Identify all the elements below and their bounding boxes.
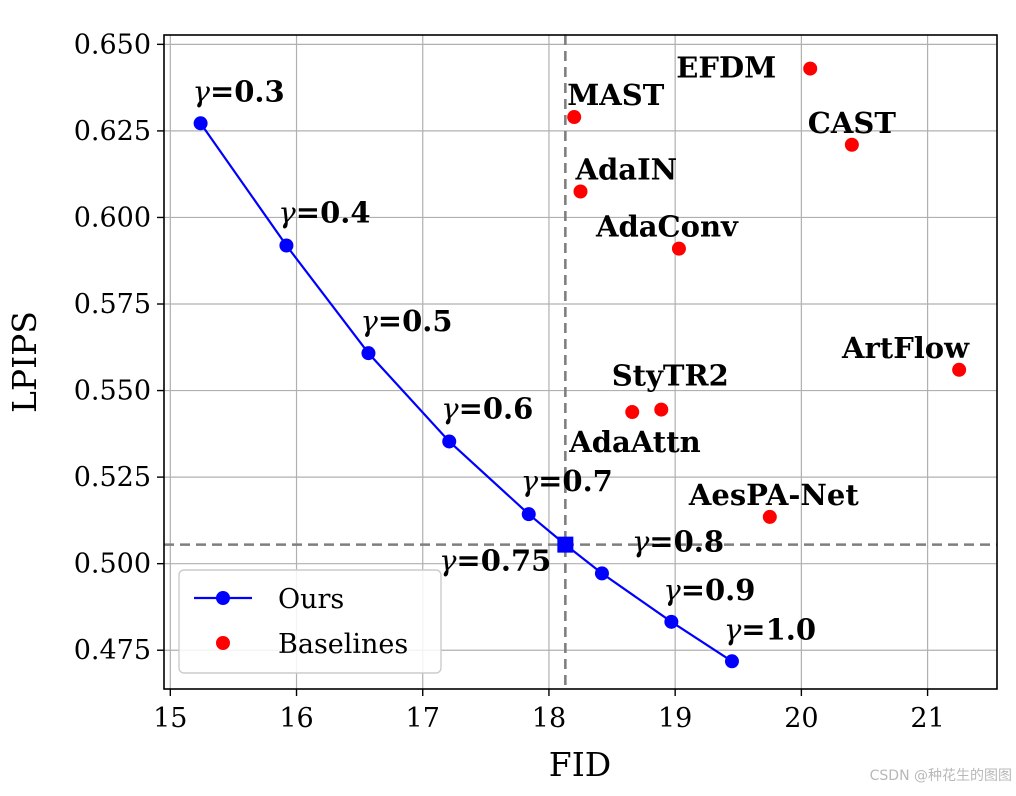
y-axis-ticks: 0.475 0.500 0.525 0.550 0.575 0.600 0.625 0.650 xyxy=(74,29,164,666)
baseline-label: AdaAttn xyxy=(568,425,700,459)
gamma-label: γ=0.9 xyxy=(663,573,755,607)
gamma-symbol: γ xyxy=(278,195,296,229)
x-tick-label: 15 xyxy=(153,703,187,734)
baseline-label: AdaConv xyxy=(595,210,739,244)
legend-label-baselines: Baselines xyxy=(278,629,408,660)
reference-lines xyxy=(164,35,997,689)
y-tick-label: 0.475 xyxy=(74,635,151,666)
x-tick-label: 17 xyxy=(406,703,440,734)
gamma-label: γ=0.3 xyxy=(193,74,285,108)
x-tick-label: 20 xyxy=(784,703,818,734)
baseline-point xyxy=(952,362,967,377)
ours-point-square xyxy=(557,536,574,553)
x-axis-ticks: 15 16 17 18 19 20 21 xyxy=(153,689,945,734)
gamma-symbol: γ xyxy=(441,391,459,425)
gamma-symbol: γ xyxy=(193,74,211,108)
ours-point xyxy=(664,614,679,629)
ours-point xyxy=(361,346,376,361)
baseline-point xyxy=(567,110,582,125)
gamma-value: =0.9 xyxy=(681,573,756,607)
baseline-point xyxy=(671,241,686,256)
x-tick-label: 18 xyxy=(532,703,566,734)
baseline-label: CAST xyxy=(808,106,897,140)
y-tick-label: 0.500 xyxy=(74,549,151,580)
legend: Ours Baselines xyxy=(178,569,442,674)
ours-point xyxy=(594,566,609,581)
ours-point xyxy=(279,238,294,253)
gamma-symbol: γ xyxy=(360,304,378,338)
x-tick-label: 21 xyxy=(910,703,944,734)
plot-frame xyxy=(163,34,998,690)
y-tick-label: 0.575 xyxy=(74,289,151,320)
y-tick-label: 0.650 xyxy=(74,29,151,60)
baseline-point xyxy=(654,402,669,417)
gamma-label: γ=0.4 xyxy=(278,195,370,229)
series-baselines xyxy=(567,61,967,524)
gamma-label: γ=0.7 xyxy=(521,464,613,498)
y-tick-label: 0.525 xyxy=(74,462,151,493)
gamma-symbol: γ xyxy=(724,612,742,646)
ours-point xyxy=(724,654,739,669)
baseline-point xyxy=(573,184,588,199)
gamma-label: γ=0.75 xyxy=(439,544,551,578)
gamma-label: γ=1.0 xyxy=(724,612,816,646)
baseline-point xyxy=(803,61,818,76)
y-tick-label: 0.550 xyxy=(74,376,151,407)
gamma-label: γ=0.8 xyxy=(632,524,724,558)
x-tick-label: 19 xyxy=(658,703,692,734)
y-tick-label: 0.600 xyxy=(74,202,151,233)
point-labels: γ=0.3γ=0.4γ=0.5γ=0.6γ=0.7γ=0.75γ=0.8γ=0.… xyxy=(193,51,971,647)
gamma-value: =0.6 xyxy=(459,391,534,425)
legend-box xyxy=(178,569,442,674)
y-tick-label: 0.625 xyxy=(74,116,151,147)
baseline-label: ArtFlow xyxy=(841,331,970,365)
gamma-symbol: γ xyxy=(663,573,681,607)
series-ours xyxy=(193,116,739,669)
baseline-label: StyTR2 xyxy=(612,359,729,393)
legend-marker-baselines xyxy=(216,636,230,650)
gamma-value: =0.7 xyxy=(538,464,613,498)
baseline-label: AdaIN xyxy=(575,152,678,186)
baseline-point xyxy=(625,405,640,420)
baseline-label: AesPA-Net xyxy=(688,478,859,512)
gamma-label: γ=0.5 xyxy=(360,304,452,338)
gamma-value: =0.4 xyxy=(296,195,371,229)
gamma-value: =0.75 xyxy=(456,544,551,578)
gamma-symbol: γ xyxy=(632,524,650,558)
baseline-point xyxy=(844,137,859,152)
gamma-value: =0.5 xyxy=(378,304,453,338)
baseline-point xyxy=(762,509,777,524)
ours-point xyxy=(442,434,457,449)
legend-label-ours: Ours xyxy=(278,584,344,615)
baseline-label: EFDM xyxy=(676,51,776,85)
x-axis-label: FID xyxy=(549,745,611,784)
x-tick-label: 16 xyxy=(279,703,313,734)
grid-lines xyxy=(164,35,997,689)
legend-marker-ours xyxy=(216,591,230,605)
ours-point xyxy=(193,116,208,131)
gamma-symbol: γ xyxy=(521,464,539,498)
baseline-label: MAST xyxy=(567,78,665,112)
gamma-value: =0.3 xyxy=(210,74,285,108)
gamma-label: γ=0.6 xyxy=(441,391,533,425)
gamma-value: =1.0 xyxy=(741,612,816,646)
ours-point xyxy=(521,507,536,522)
watermark: CSDN @种花生的图图 xyxy=(869,768,1012,784)
gamma-symbol: γ xyxy=(439,544,457,578)
gamma-value: =0.8 xyxy=(649,524,724,558)
y-axis-label: LPIPS xyxy=(5,311,44,413)
